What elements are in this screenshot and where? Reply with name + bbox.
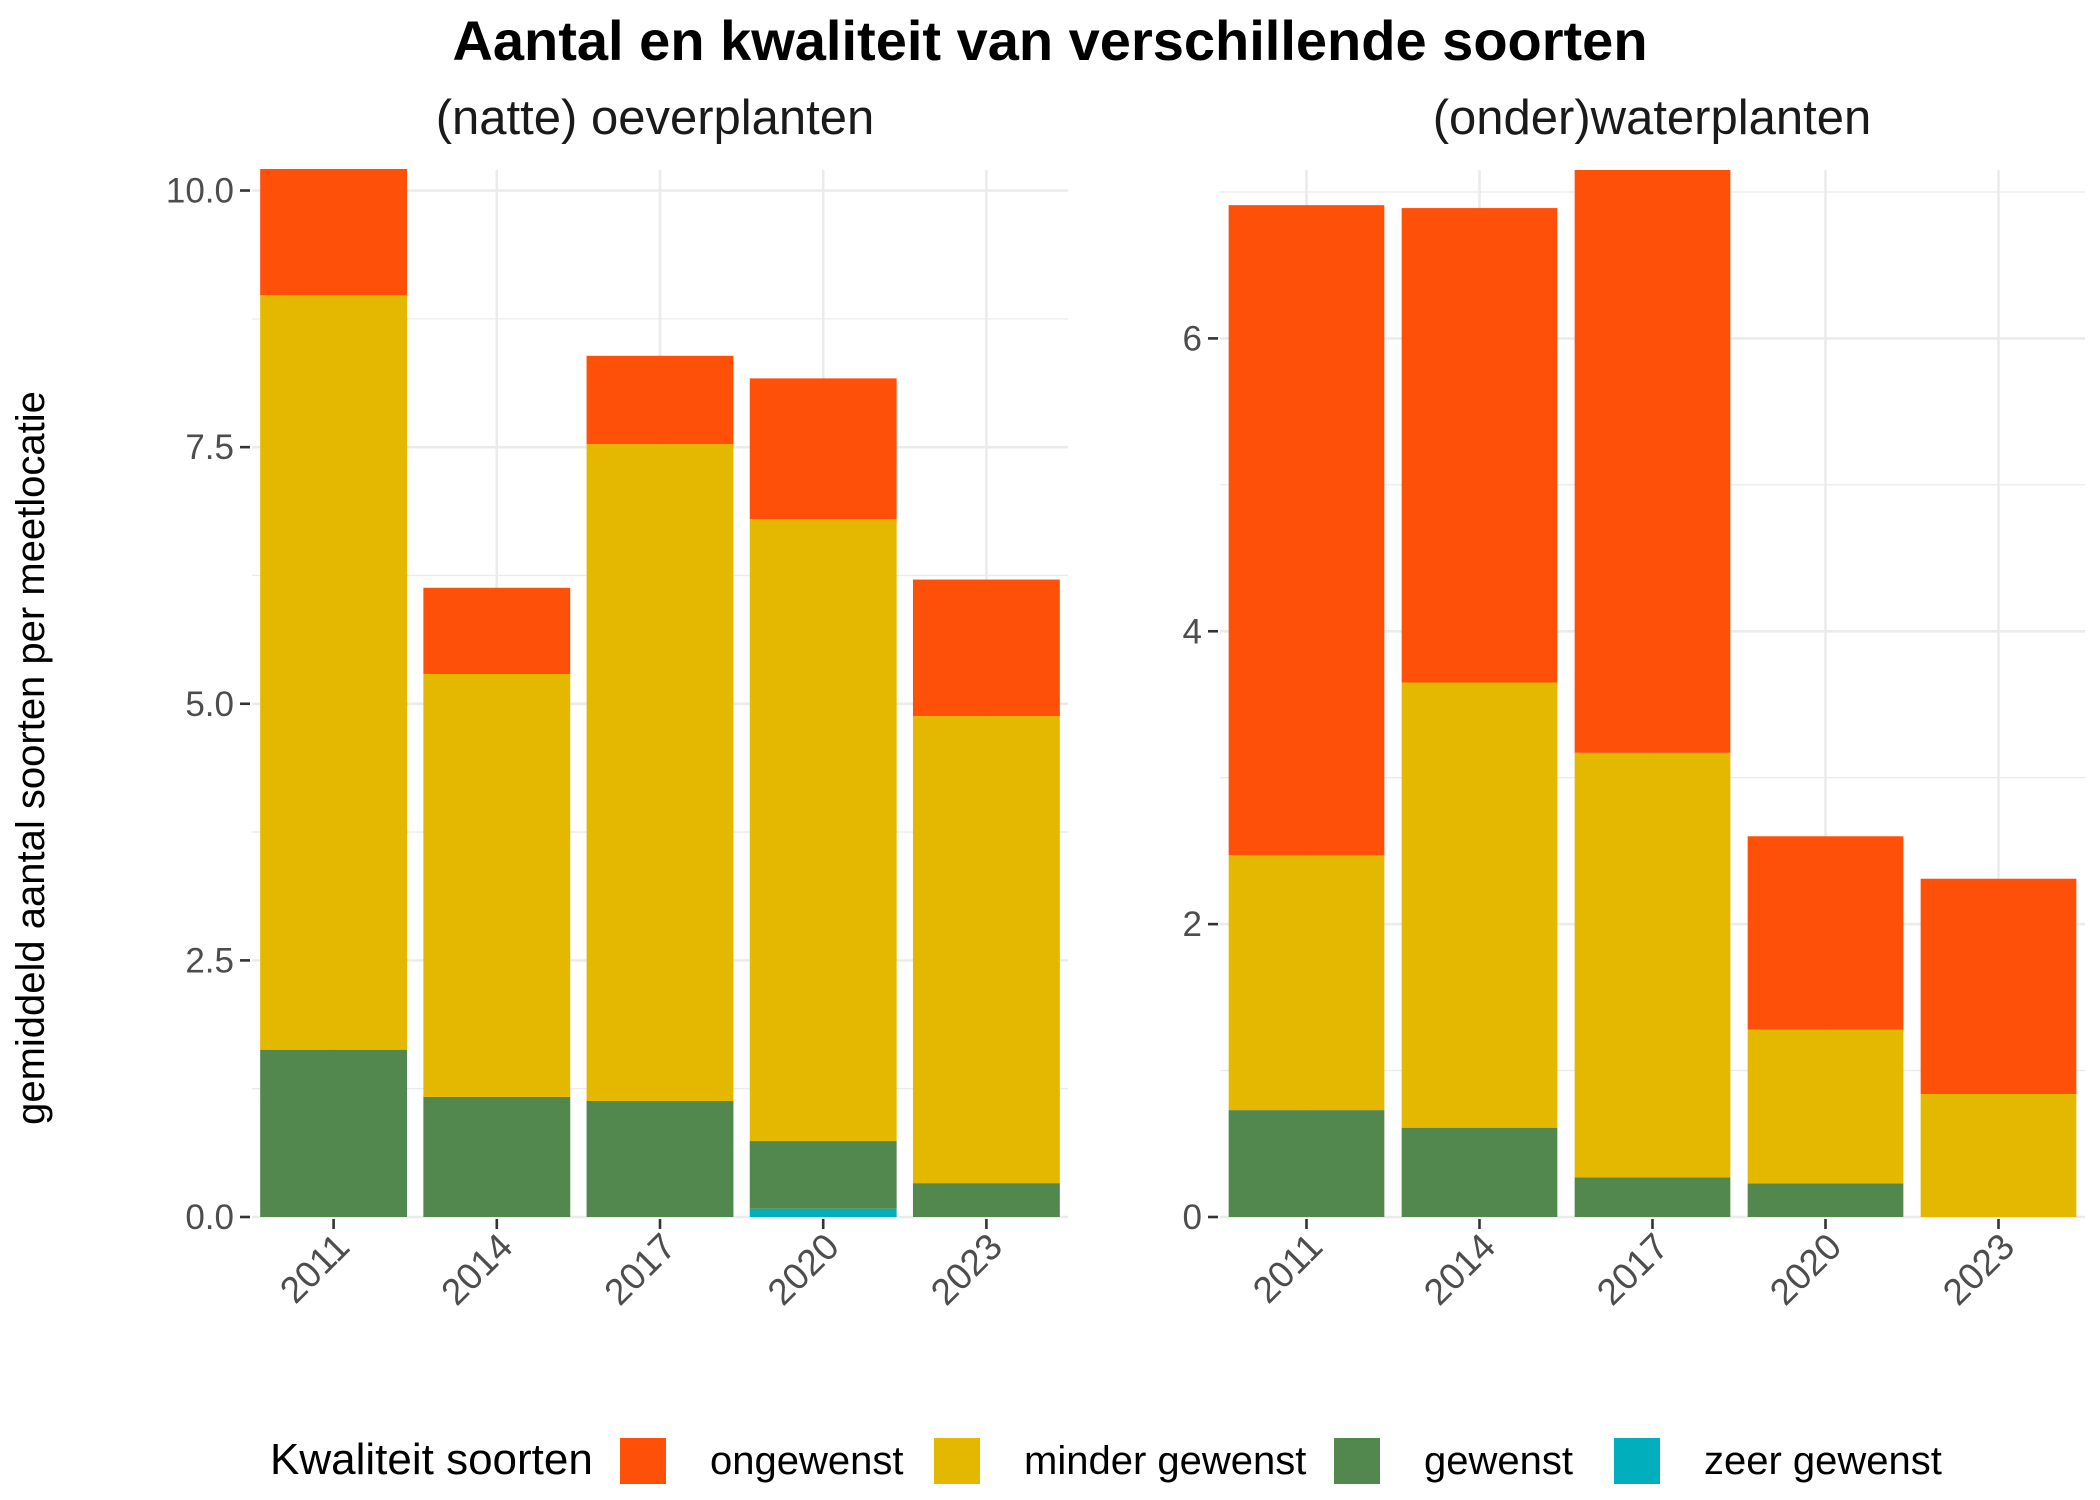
x-tick-label: 2017 bbox=[596, 1226, 683, 1313]
x-axis: 2011 2014 2017 2020 2023 bbox=[1245, 1219, 2022, 1313]
bar-segment-ongewenst-2020 bbox=[1747, 836, 1904, 1030]
x-tick-label: 2011 bbox=[272, 1226, 357, 1311]
x-tick-label: 2023 bbox=[1935, 1226, 2022, 1313]
bar-segment-gewenst-2020 bbox=[749, 1141, 897, 1209]
y-tick-label: 2.5 bbox=[185, 941, 234, 980]
bar-segment-gewenst-2014 bbox=[423, 1096, 571, 1217]
bar-segment-minder-gewenst-2017 bbox=[1574, 752, 1731, 1178]
bars bbox=[1228, 170, 2077, 1217]
y-tick-label: 7.5 bbox=[185, 428, 234, 467]
bar-segment-gewenst-2011 bbox=[1228, 1110, 1385, 1217]
panel-title: (natte) oeverplanten bbox=[436, 91, 875, 145]
chart-panels: (natte) oeverplanten 0.0 2.5 5.0 7.5 10.0 2011… bbox=[166, 91, 2085, 1313]
bar-segment-minder-gewenst-2023 bbox=[1920, 1093, 2077, 1217]
legend-label: minder gewenst bbox=[1024, 1439, 1306, 1483]
bar-segment-ongewenst-2020 bbox=[749, 378, 897, 519]
x-tick-label: 2020 bbox=[1762, 1226, 1849, 1313]
bar-segment-minder-gewenst-2014 bbox=[1401, 682, 1558, 1128]
x-tick-label: 2020 bbox=[760, 1226, 847, 1313]
x-tick-label: 2011 bbox=[1245, 1226, 1330, 1311]
bar-segment-minder-gewenst-2020 bbox=[1747, 1029, 1904, 1184]
bars bbox=[260, 168, 1060, 1217]
bar-segment-ongewenst-2014 bbox=[1401, 208, 1558, 683]
bar-segment-ongewenst-2011 bbox=[1228, 205, 1385, 856]
bar-segment-ongewenst-2023 bbox=[1920, 878, 2077, 1094]
bar-segment-minder-gewenst-2011 bbox=[260, 295, 408, 1050]
bar-segment-minder-gewenst-2023 bbox=[912, 716, 1060, 1184]
panel-title: (onder)waterplanten bbox=[1433, 91, 1872, 145]
bar-segment-minder-gewenst-2017 bbox=[586, 444, 734, 1102]
x-tick-label: 2023 bbox=[923, 1226, 1010, 1313]
bar-segment-ongewenst-2023 bbox=[912, 579, 1060, 717]
y-tick-label: 5.0 bbox=[185, 685, 234, 724]
legend-label: gewenst bbox=[1424, 1439, 1573, 1483]
legend: Kwaliteit soorten ongewenst minder gewens… bbox=[270, 1435, 1942, 1484]
panel-1: (natte) oeverplanten 0.0 2.5 5.0 7.5 10.0 2011… bbox=[166, 91, 1068, 1313]
y-tick-label: 0.0 bbox=[185, 1198, 234, 1237]
x-tick-label: 2014 bbox=[1416, 1226, 1503, 1313]
x-axis: 2011 2014 2017 2020 2023 bbox=[272, 1219, 1010, 1313]
chart-title: Aantal en kwaliteit van verschillende so… bbox=[452, 9, 1648, 72]
x-tick-label: 2014 bbox=[433, 1226, 520, 1313]
y-axis: 0 2 4 6 bbox=[1183, 319, 1218, 1237]
legend-label: ongewenst bbox=[710, 1439, 903, 1483]
bar-segment-gewenst-2017 bbox=[586, 1101, 734, 1217]
y-tick-label: 4 bbox=[1183, 612, 1202, 651]
bar-segment-gewenst-2023 bbox=[912, 1183, 1060, 1217]
y-tick-label: 2 bbox=[1183, 905, 1202, 944]
bar-segment-minder-gewenst-2020 bbox=[749, 519, 897, 1142]
legend-label: zeer gewenst bbox=[1704, 1439, 1942, 1483]
x-tick-label: 2017 bbox=[1589, 1226, 1676, 1313]
bar-segment-gewenst-2020 bbox=[1747, 1183, 1904, 1217]
bar-segment-ongewenst-2017 bbox=[1574, 170, 1731, 753]
legend-swatch-minder-gewenst bbox=[934, 1438, 980, 1484]
y-tick-label: 6 bbox=[1183, 319, 1202, 358]
legend-title: Kwaliteit soorten bbox=[270, 1435, 593, 1484]
bar-segment-ongewenst-2014 bbox=[423, 587, 571, 674]
bar-segment-ongewenst-2017 bbox=[586, 355, 734, 445]
bar-segment-gewenst-2017 bbox=[1574, 1177, 1731, 1217]
bar-segment-minder-gewenst-2011 bbox=[1228, 855, 1385, 1111]
y-axis-label: gemiddeld aantal soorten per meetlocatie bbox=[9, 391, 53, 1125]
y-tick-label: 0 bbox=[1183, 1198, 1202, 1237]
legend-swatch-zeer-gewenst bbox=[1614, 1438, 1660, 1484]
bar-segment-gewenst-2011 bbox=[260, 1049, 408, 1217]
legend-swatch-gewenst bbox=[1334, 1438, 1380, 1484]
y-axis: 0.0 2.5 5.0 7.5 10.0 bbox=[166, 172, 250, 1237]
bar-segment-zeer-gewenst-2020 bbox=[749, 1208, 897, 1217]
y-tick-label: 10.0 bbox=[166, 172, 234, 211]
bar-segment-minder-gewenst-2014 bbox=[423, 673, 571, 1097]
bar-segment-ongewenst-2011 bbox=[260, 168, 408, 296]
bar-segment-gewenst-2014 bbox=[1401, 1127, 1558, 1217]
legend-swatch-ongewenst bbox=[620, 1438, 666, 1484]
